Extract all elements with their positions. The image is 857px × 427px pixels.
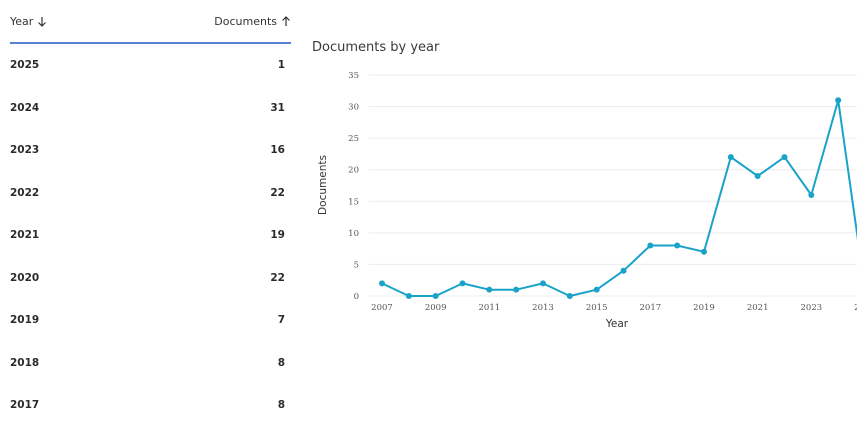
table-row: 2025 1 <box>10 44 291 87</box>
x-tick-label: 2021 <box>747 303 769 313</box>
row-documents: 22 <box>270 271 285 284</box>
data-point[interactable] <box>566 293 573 299</box>
year-column-header[interactable]: Year <box>10 15 47 28</box>
data-point[interactable] <box>513 286 520 293</box>
x-tick-label: 2017 <box>640 303 662 313</box>
y-tick-label: 20 <box>348 166 359 176</box>
data-point[interactable] <box>486 286 493 293</box>
x-tick-label: 2025 <box>854 303 857 313</box>
data-point[interactable] <box>540 280 546 287</box>
y-tick-label: 0 <box>354 292 359 302</box>
row-year: 2022 <box>10 186 40 199</box>
y-tick-label: 15 <box>348 197 359 207</box>
x-tick-label: 2023 <box>801 303 823 313</box>
row-documents: 31 <box>270 101 285 114</box>
year-header-label: Year <box>10 14 34 28</box>
row-year: 2020 <box>10 271 40 284</box>
documents-column-header[interactable]: Documents <box>214 15 291 28</box>
x-tick-label: 2011 <box>479 303 501 313</box>
data-point[interactable] <box>674 242 681 249</box>
data-point[interactable] <box>593 286 600 293</box>
table-row: 2018 8 <box>10 342 291 385</box>
x-tick-label: 2009 <box>425 303 447 313</box>
table-row: 2024 31 <box>10 87 291 130</box>
row-year: 2021 <box>10 229 40 242</box>
table-body: 2025 1 2024 31 2023 16 2022 22 2021 19 2020 22 2019 7… <box>10 44 291 427</box>
row-year: 2025 <box>10 59 40 72</box>
row-documents: 1 <box>277 59 285 72</box>
arrow-up-icon <box>282 15 290 26</box>
row-year: 2019 <box>10 314 40 327</box>
row-documents: 16 <box>270 144 285 157</box>
table-row: 2023 16 <box>10 129 291 172</box>
x-tick-label: 2015 <box>586 303 608 313</box>
data-point[interactable] <box>701 248 707 255</box>
y-axis-label: Documents <box>317 155 329 215</box>
data-point[interactable] <box>835 97 842 104</box>
x-tick-label: 2019 <box>693 303 715 313</box>
x-axis-label: Year <box>605 318 629 330</box>
y-tick-label: 25 <box>348 134 359 144</box>
data-point[interactable] <box>727 154 734 161</box>
row-documents: 19 <box>270 229 285 242</box>
table-row: 2019 7 <box>10 299 291 342</box>
data-point[interactable] <box>459 280 466 287</box>
y-tick-label: 5 <box>354 260 359 270</box>
data-point[interactable] <box>379 280 385 287</box>
chart-title: Documents by year <box>312 40 440 55</box>
table-row: 2020 22 <box>10 257 291 300</box>
row-year: 2023 <box>10 144 40 157</box>
data-point[interactable] <box>754 173 761 180</box>
row-year: 2017 <box>10 399 40 412</box>
row-year: 2024 <box>10 101 40 114</box>
table-row: 2022 22 <box>10 172 291 215</box>
row-documents: 8 <box>277 356 285 369</box>
table-row: 2021 19 <box>10 214 291 257</box>
y-tick-label: 30 <box>348 103 359 113</box>
table-row: 2017 8 <box>10 384 291 427</box>
y-tick-label: 35 <box>348 71 359 81</box>
row-documents: 7 <box>277 314 285 327</box>
row-documents: 22 <box>270 186 285 199</box>
data-point[interactable] <box>781 154 788 161</box>
documents-table: Year Documents 2025 1 2024 31 2023 16 2022 22 20… <box>10 0 291 427</box>
data-point[interactable] <box>808 191 815 198</box>
x-tick-label: 2013 <box>532 303 554 313</box>
arrow-down-icon <box>38 16 47 27</box>
row-year: 2018 <box>10 356 40 369</box>
documents-header-label: Documents <box>214 14 277 28</box>
data-point[interactable] <box>405 293 412 299</box>
x-tick-label: 2007 <box>371 303 393 313</box>
table-header: Year Documents <box>10 0 291 44</box>
row-documents: 8 <box>277 399 285 412</box>
y-tick-label: 10 <box>348 229 359 239</box>
data-point[interactable] <box>647 242 654 249</box>
data-point[interactable] <box>432 293 439 299</box>
data-point[interactable] <box>620 267 627 274</box>
series-line <box>381 99 857 297</box>
